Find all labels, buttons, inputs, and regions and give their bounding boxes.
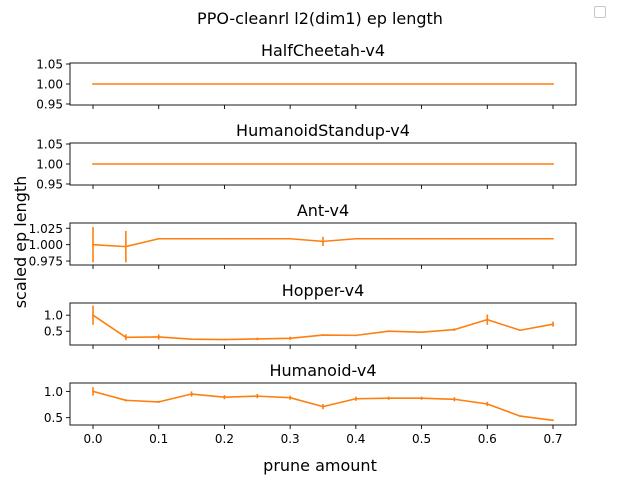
y-tick-label: 1.00 (36, 158, 63, 172)
x-tick-label: 0.4 (346, 432, 365, 446)
data-point (190, 338, 193, 341)
x-tick-label: 0.1 (149, 432, 168, 446)
y-tick-label: 0.95 (36, 178, 63, 192)
subplot-0: HalfCheetah-v4 0.95 1.00 1.05 (36, 41, 577, 112)
subplot-title: Ant-v4 (297, 201, 349, 220)
data-point (552, 419, 554, 422)
data-point (190, 237, 193, 240)
data-point (124, 336, 127, 339)
data-point (124, 399, 127, 402)
y-tick-label: 1.0 (44, 385, 63, 399)
data-point (453, 328, 456, 331)
data-point (420, 397, 423, 400)
data-point (92, 243, 94, 246)
y-tick-label: 0.5 (44, 325, 63, 339)
data-point (124, 245, 127, 248)
data-point (387, 237, 390, 240)
data-point (92, 163, 94, 165)
y-tick-label: 0.5 (44, 411, 63, 425)
y-tick-label: 1.000 (29, 238, 63, 252)
data-point (486, 237, 489, 240)
x-tick-label: 0.5 (412, 432, 431, 446)
axes-frame (69, 62, 577, 106)
y-tick-label: 0.95 (36, 98, 63, 112)
data-point (453, 237, 456, 240)
data-point (486, 318, 489, 321)
data-point (420, 331, 423, 334)
y-tick-label: 1.05 (36, 138, 63, 152)
data-point (552, 237, 554, 240)
x-tick-label: 0.0 (83, 432, 102, 446)
y-tick-label: 0.975 (29, 255, 63, 269)
axes-frame (69, 382, 577, 426)
y-tick-label: 1.025 (29, 222, 63, 236)
x-axis-label: prune amount (263, 456, 377, 475)
subplot-4: Humanoid-v4 0.5 1.0 0.0 0.1 0.2 0.3 0.4 0.5 0.6 0.… (44, 361, 577, 446)
data-point (92, 83, 94, 85)
data-point (387, 330, 390, 333)
legend (594, 6, 606, 18)
axes-frame (69, 302, 577, 346)
axes-frame (69, 142, 577, 186)
data-point (322, 240, 324, 243)
data-point (157, 237, 160, 240)
data-point (223, 338, 226, 341)
y-axis-label: scaled ep length (11, 176, 30, 309)
data-point (387, 397, 390, 400)
x-tick-label: 0.7 (543, 432, 562, 446)
data-point (354, 397, 357, 400)
data-point (552, 83, 554, 85)
y-tick-label: 1.05 (36, 58, 63, 72)
data-point (519, 237, 522, 240)
data-point (453, 398, 456, 401)
data-point (190, 393, 193, 395)
subplot-title: Hopper-v4 (282, 281, 365, 300)
data-point (486, 403, 489, 405)
y-tick-label: 1.0 (44, 309, 63, 323)
data-point (289, 396, 292, 399)
x-tick-label: 0.6 (478, 432, 497, 446)
y-tick-label: 1.00 (36, 78, 63, 92)
data-point (223, 396, 226, 399)
subplot-grid: HalfCheetah-v40.951.001.05HumanoidStandu… (29, 41, 577, 446)
subplot-2: Ant-v4 0.975 1.000 1.025 (29, 201, 577, 269)
data-point (552, 163, 554, 165)
subplot-3: Hopper-v4 0.5 1.0 (44, 281, 577, 349)
subplot-title: Humanoid-v4 (269, 361, 376, 380)
data-point (322, 405, 324, 408)
figure-title: PPO-cleanrl l2(dim1) ep length (197, 9, 443, 28)
data-point (256, 395, 259, 398)
data-point (256, 338, 259, 340)
data-point (289, 237, 292, 240)
subplot-title: HumanoidStandup-v4 (236, 121, 410, 140)
data-point (157, 401, 160, 403)
x-tick-label: 0.3 (281, 432, 300, 446)
data-point (354, 237, 357, 240)
data-point (92, 390, 94, 393)
data-point (519, 415, 522, 417)
x-tick-label: 0.2 (215, 432, 234, 446)
data-point (256, 237, 259, 240)
data-point (322, 334, 324, 336)
subplot-1: HumanoidStandup-v4 0.95 1.00 1.05 (36, 121, 577, 192)
data-point (223, 237, 226, 240)
data-point (157, 336, 160, 338)
data-point (289, 337, 292, 340)
data-point (92, 314, 94, 317)
data-point (519, 329, 522, 332)
data-point (420, 237, 423, 240)
data-point (354, 334, 357, 337)
subplot-title: HalfCheetah-v4 (261, 41, 385, 60)
axes-frame (69, 222, 577, 266)
data-point (552, 323, 554, 326)
